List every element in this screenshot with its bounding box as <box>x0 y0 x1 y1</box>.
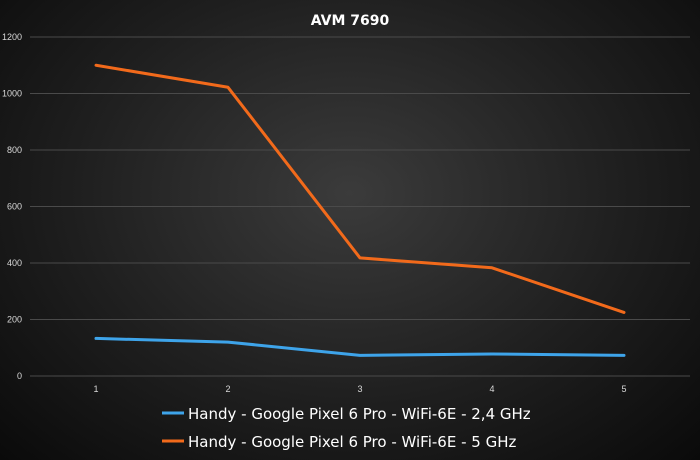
chart-title: AVM 7690 <box>311 13 390 29</box>
series-line-1 <box>94 336 626 357</box>
x-axis-ticks: 1 2 3 4 5 <box>93 384 626 394</box>
y-tick-label: 0 <box>17 371 22 381</box>
x-tick-label: 1 <box>93 384 98 394</box>
x-tick-label: 4 <box>489 384 494 394</box>
y-tick-label: 200 <box>7 315 22 325</box>
legend-label-series-1: Handy - Google Pixel 6 Pro - WiFi-6E - 2… <box>188 405 531 423</box>
y-tick-label: 400 <box>7 258 22 268</box>
y-tick-label: 1000 <box>2 89 22 99</box>
y-tick-label: 800 <box>7 145 22 155</box>
y-tick-label: 1200 <box>2 32 22 42</box>
series-lines <box>94 63 626 357</box>
y-axis-ticks: 0 200 400 600 800 1000 1200 <box>2 32 22 381</box>
x-tick-label: 3 <box>357 384 362 394</box>
legend: Handy - Google Pixel 6 Pro - WiFi-6E - 2… <box>162 405 531 451</box>
x-tick-label: 2 <box>225 384 230 394</box>
grid-lines <box>30 36 690 377</box>
legend-label-series-2: Handy - Google Pixel 6 Pro - WiFi-6E - 5… <box>188 433 516 451</box>
y-tick-label: 600 <box>7 202 22 212</box>
series-line-2 <box>94 63 626 314</box>
x-tick-label: 5 <box>621 384 626 394</box>
